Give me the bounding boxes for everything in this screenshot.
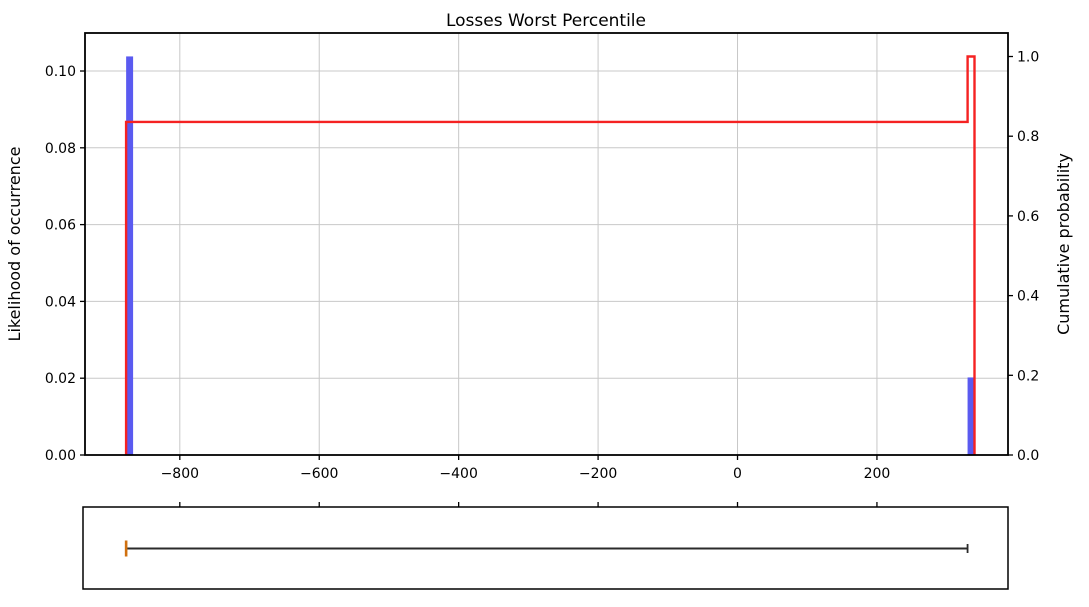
x-tick-label: 200 — [864, 466, 891, 482]
left-tick-label: 0.10 — [45, 64, 76, 80]
left-tick-label: 0.04 — [45, 294, 76, 310]
left-tick-label: 0.08 — [45, 141, 76, 157]
x-tick-label: −400 — [439, 466, 477, 482]
boxplot-frame — [82, 506, 1009, 590]
right-axis-label: Cumulative probability — [1054, 153, 1073, 335]
gridlines — [85, 33, 1008, 455]
right-tick-label: 0.0 — [1017, 448, 1039, 464]
cumulative-probability-line — [124, 55, 976, 455]
left-tick-label: 0.00 — [45, 448, 76, 464]
left-axis-label: Likelihood of occurrence — [5, 147, 24, 342]
left-tick-label: 0.02 — [45, 371, 76, 387]
axis-ticks-and-labels: −800 −600 −400 −200 0 200 0.00 0.02 0.04 0.06 0.08… — [45, 50, 1039, 507]
cumulative-step-line — [124, 55, 976, 455]
histogram-bars — [126, 56, 975, 456]
right-tick-label: 0.4 — [1017, 289, 1039, 305]
main-plot-frame — [84, 32, 1009, 456]
x-tick-label: −800 — [161, 466, 199, 482]
right-tick-label: 0.8 — [1017, 129, 1039, 145]
x-tick-label: −200 — [579, 466, 617, 482]
x-tick-label: −600 — [300, 466, 338, 482]
right-tick-label: 0.6 — [1017, 209, 1039, 225]
x-tick-label: 0 — [733, 466, 742, 482]
plot-frames — [82, 32, 1009, 590]
right-tick-label: 1.0 — [1017, 50, 1039, 66]
chart-title: Losses Worst Percentile — [446, 11, 646, 31]
left-tick-label: 0.06 — [45, 218, 76, 234]
histogram-bar — [126, 56, 134, 456]
histogram-bar — [967, 377, 975, 455]
boxplot — [124, 540, 969, 557]
right-tick-label: 0.2 — [1017, 368, 1039, 384]
